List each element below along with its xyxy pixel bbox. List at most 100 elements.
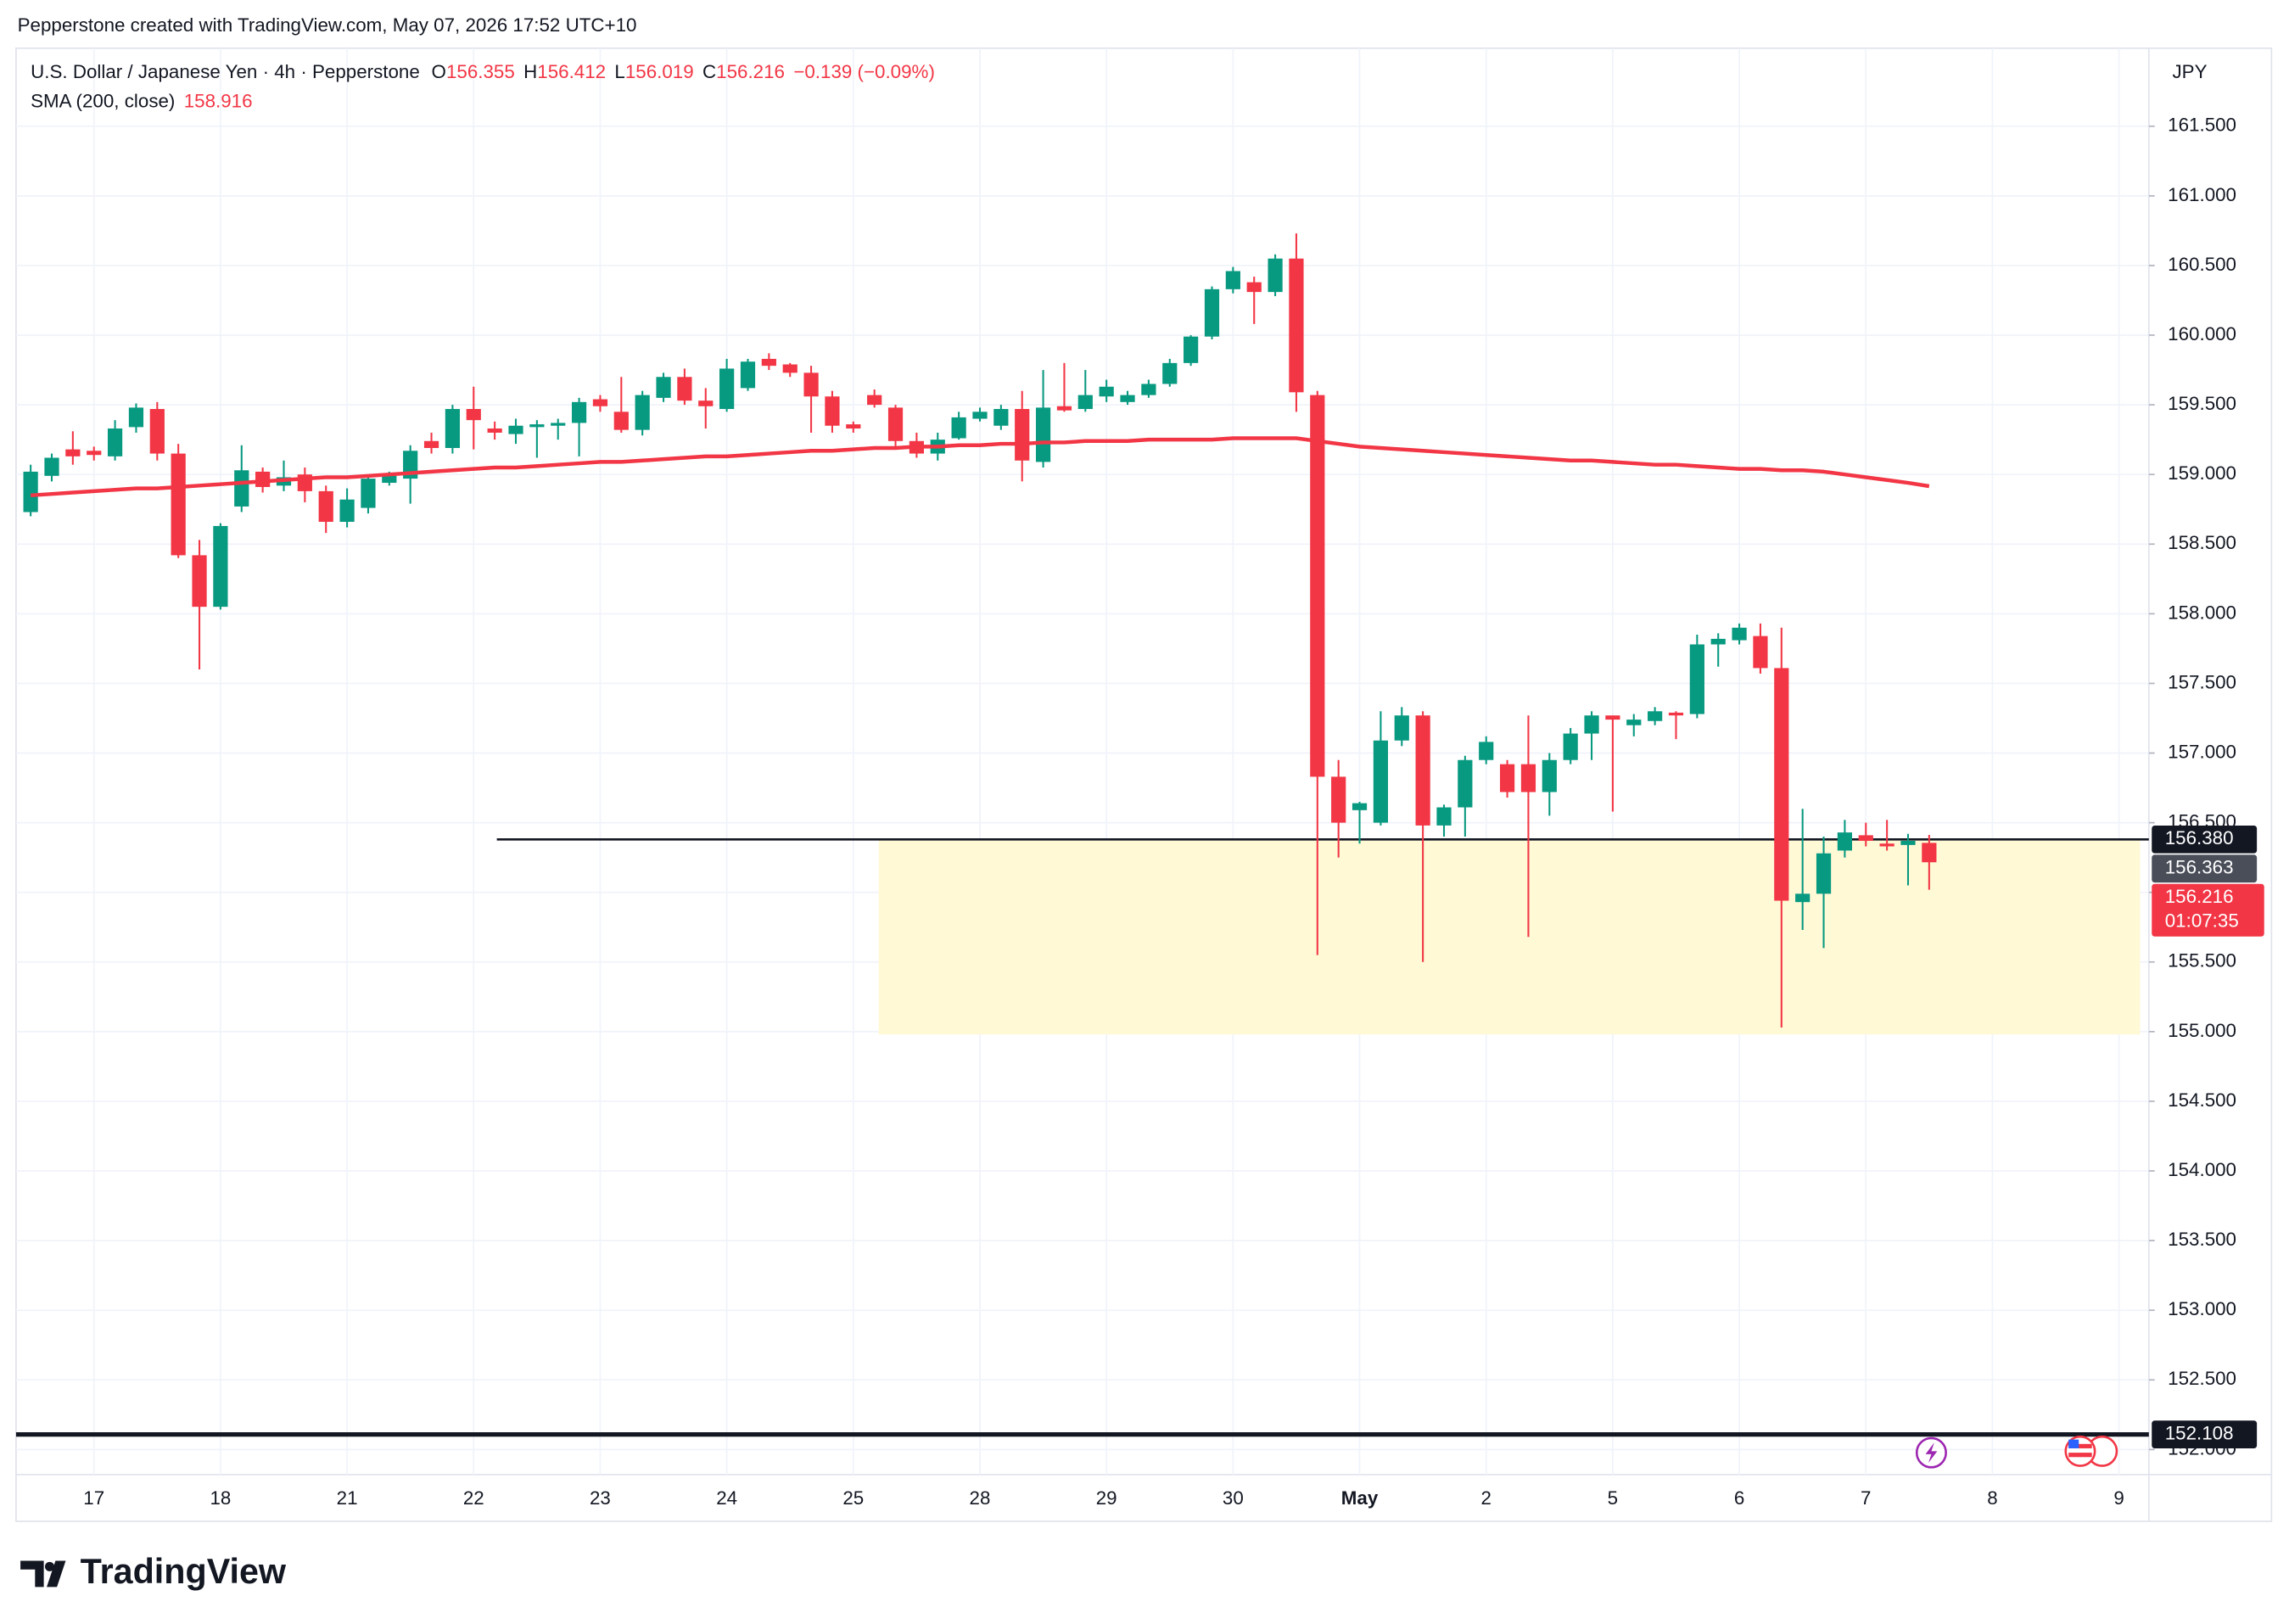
y-tick-label: 155.000 [2168,1020,2236,1041]
ohlc-value: 156.412 [537,61,606,82]
x-tick-label: 7 [1861,1487,1871,1509]
x-tick-label: 22 [463,1487,484,1509]
candle-body [107,428,123,456]
candle [466,386,481,450]
candle-body [993,409,1009,426]
legend-title: U.S. Dollar / Japanese Yen · 4h · Pepper… [31,61,420,82]
candle-body [1077,395,1093,410]
candle [508,418,523,445]
candle-body [65,449,81,456]
candle [44,453,59,482]
support-zone [878,839,2141,1035]
candle-body [698,400,714,406]
candle [1099,379,1114,402]
candle [1689,634,1704,719]
legend-line: SMA (200, close) 158.916 [31,90,252,111]
candle-body [1689,644,1704,714]
candle-body [382,475,397,484]
x-tick-label: 5 [1608,1487,1618,1509]
x-tick-label: 28 [970,1487,991,1509]
candle [192,540,207,670]
candle-body [1056,406,1072,411]
candle [529,420,545,458]
x-tick-label: 8 [1987,1487,1997,1509]
flag-canton [2068,1439,2079,1448]
candle [87,446,102,461]
x-tick-label: 24 [716,1487,737,1509]
candle [1268,254,1283,297]
candle-body [1753,636,1768,669]
candle-body [1436,807,1452,826]
candle [213,523,228,610]
candle [1077,370,1093,412]
candle-body [1732,627,1747,641]
candle-body [466,409,481,421]
x-tick-label: 2 [1481,1487,1491,1509]
x-tick-label: 18 [210,1487,231,1509]
candle [1204,286,1220,339]
candle-body [1795,893,1810,903]
candle [149,401,165,461]
flag-stripe [2068,1453,2092,1458]
logo-mark [20,1560,66,1588]
price-label: 152.108 [2165,1423,2234,1444]
candle [361,474,376,514]
candle [1415,711,1430,962]
candle [1922,835,1937,890]
candle [1563,727,1578,764]
candle-body [1035,407,1051,462]
price-label: 156.363 [2165,857,2234,878]
candle-body [803,372,819,397]
y-tick-label: 158.500 [2168,532,2236,553]
x-tick-label: 30 [1223,1487,1244,1509]
candle [1015,390,1030,482]
candle-body [1774,668,1789,901]
candle [1816,837,1832,949]
candle [1795,809,1810,931]
candle [782,362,798,378]
candle [128,403,144,433]
candle-body [1268,258,1283,293]
candle [1584,711,1599,760]
candle-body [592,399,608,406]
candle-body [1120,395,1135,402]
candle-body [613,412,629,430]
candle-body [1648,711,1663,721]
candle [1900,833,1916,886]
y-tick-label: 158.000 [2168,602,2236,623]
candle [1879,820,1894,851]
candle-body [1015,409,1030,461]
candle [993,405,1009,430]
ohlc-label: O [432,61,446,82]
candle [234,445,249,512]
candle [445,405,461,454]
ohlc-value: 156.216 [716,61,785,82]
candle-body [1458,759,1473,808]
candle-body [1668,712,1684,716]
candle-body [234,470,249,507]
candle [719,358,735,412]
logo-text: TradingView [81,1552,287,1591]
candle [339,488,355,528]
candle [23,464,38,517]
candle [1458,755,1473,837]
candle-body [149,409,165,454]
candle-body [1900,840,1916,845]
candle [1246,277,1262,324]
y-tick-label: 160.500 [2168,254,2236,275]
candle-body [23,471,38,512]
price-label-box [2152,825,2258,854]
candle-body [1415,715,1430,826]
candle [551,418,566,440]
candle-body [192,555,207,608]
flag-stripe [2068,1443,2092,1448]
price-label: 156.380 [2165,827,2234,848]
y-tick-label: 154.000 [2168,1159,2236,1180]
candle [1331,759,1346,858]
candle [1858,822,1873,847]
candle [1648,707,1663,725]
candle-body [719,368,735,410]
countdown-label: 01:07:35 [2165,910,2239,931]
candle [1499,759,1515,798]
